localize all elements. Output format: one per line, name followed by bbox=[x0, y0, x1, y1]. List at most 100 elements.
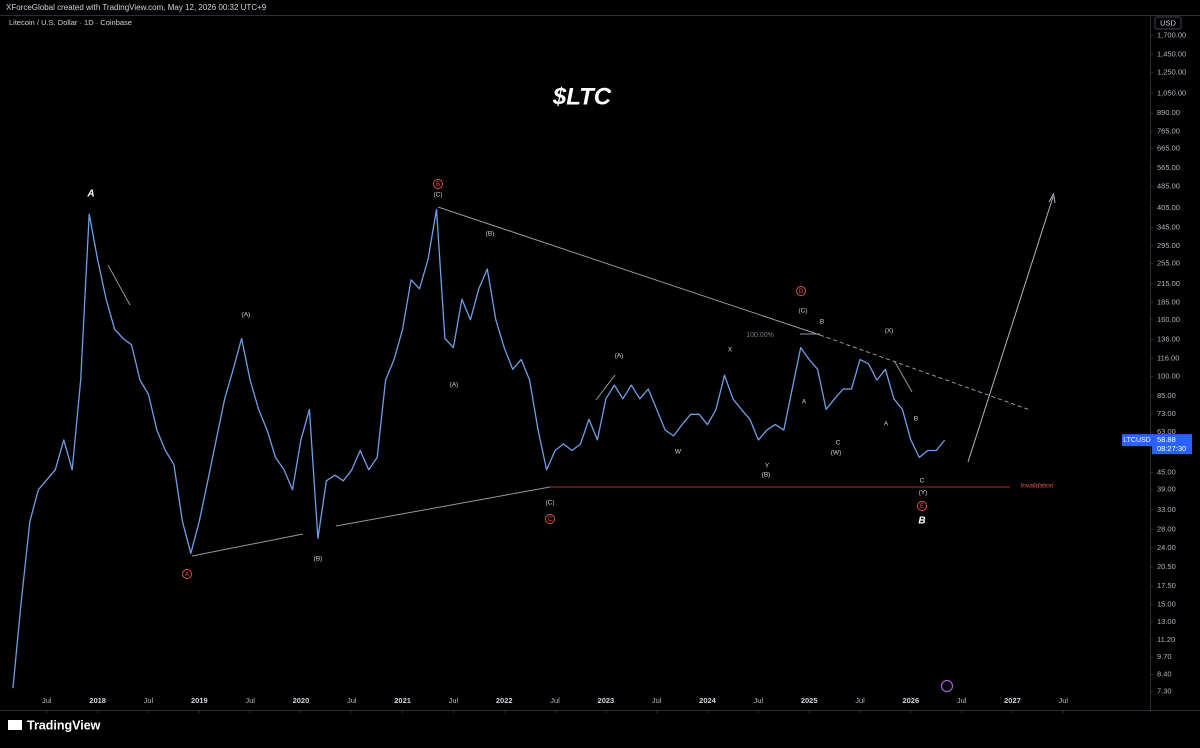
y-tick-label: 73.00 bbox=[1157, 409, 1176, 418]
wave-circle bbox=[182, 569, 192, 579]
y-tick-label: 1,700.00 bbox=[1157, 30, 1186, 39]
y-tick-label: 15.00 bbox=[1157, 600, 1176, 609]
wave-label: B bbox=[820, 319, 824, 326]
wave-label: Y bbox=[765, 463, 770, 470]
x-tick-label: Jul bbox=[652, 696, 662, 705]
x-tick-label: Jul bbox=[550, 696, 560, 705]
wave-label: (C) bbox=[433, 192, 442, 199]
y-tick-label: 100.00 bbox=[1157, 371, 1180, 380]
price-tag bbox=[1152, 434, 1192, 455]
wave-label: B bbox=[436, 182, 440, 188]
wave-label: (A) bbox=[450, 382, 459, 389]
symbol-tag-label: LTCUSD bbox=[1123, 437, 1150, 444]
countdown: 08:27:30 bbox=[1157, 444, 1186, 453]
wave-label: E bbox=[920, 504, 924, 510]
drawing-line bbox=[894, 361, 913, 393]
wave-label: D bbox=[799, 289, 804, 295]
x-tick-label: 2024 bbox=[699, 696, 717, 705]
wave-label: C bbox=[836, 440, 841, 447]
y-tick-label: 17.50 bbox=[1157, 581, 1176, 590]
chart-title: $LTC bbox=[552, 83, 612, 110]
wave-label: (B) bbox=[486, 231, 495, 238]
y-tick-label: 11.20 bbox=[1157, 635, 1175, 644]
alert-icon[interactable] bbox=[940, 679, 954, 693]
wave-label: C bbox=[548, 517, 553, 523]
wave-label: A bbox=[86, 189, 94, 200]
wave-label: W bbox=[675, 449, 682, 456]
wave-label: A bbox=[884, 421, 889, 428]
x-tick-label: 2020 bbox=[293, 696, 310, 705]
x-tick-label: Jul bbox=[855, 696, 865, 705]
y-tick-label: 24.00 bbox=[1157, 543, 1176, 552]
y-tick-label: 765.00 bbox=[1157, 126, 1180, 135]
price-line bbox=[12, 208, 946, 689]
credit: XForceGlobal created with TradingView.co… bbox=[6, 3, 267, 12]
wave-label: (B) bbox=[314, 556, 323, 563]
logo-mark[interactable] bbox=[8, 720, 22, 730]
wave-label: (C) bbox=[798, 308, 807, 315]
x-tick-label: Jul bbox=[144, 696, 154, 705]
arrow-head bbox=[1048, 192, 1056, 204]
drawing-line bbox=[437, 206, 821, 336]
currency[interactable]: USD bbox=[1160, 18, 1176, 27]
fib-label: 100.00% bbox=[746, 332, 774, 339]
x-tick-label: 2027 bbox=[1004, 696, 1021, 705]
wave-circle bbox=[545, 514, 555, 524]
y-tick-label: 20.50 bbox=[1157, 562, 1176, 571]
y-tick-label: 13.00 bbox=[1157, 617, 1176, 626]
x-tick-label: 2019 bbox=[191, 696, 208, 705]
wave-label: A bbox=[802, 399, 807, 406]
drawing-line bbox=[107, 264, 131, 306]
y-tick-label: 85.00 bbox=[1157, 391, 1176, 400]
price-tag-label: 58.88 bbox=[1157, 435, 1176, 444]
y-tick-label: 1,450.00 bbox=[1157, 49, 1186, 58]
footer-brand[interactable]: TradingView bbox=[27, 718, 101, 732]
wave-label: (C) bbox=[545, 500, 554, 507]
wave-label: (X) bbox=[885, 328, 894, 335]
y-tick-label: 345.00 bbox=[1157, 222, 1180, 231]
wave-label: A bbox=[185, 572, 189, 578]
x-tick-label: Jul bbox=[347, 696, 357, 705]
x-tick-label: Jul bbox=[449, 696, 459, 705]
wave-label: (A) bbox=[615, 353, 624, 360]
y-tick-label: 1,050.00 bbox=[1157, 88, 1186, 97]
y-tick-label: 28.00 bbox=[1157, 525, 1176, 534]
x-tick-label: 2022 bbox=[496, 696, 513, 705]
invalidation-label: Invalidation bbox=[1021, 483, 1054, 490]
wave-label: (W) bbox=[831, 450, 841, 457]
x-tick-label: Jul bbox=[754, 696, 764, 705]
y-tick-label: 160.00 bbox=[1157, 315, 1180, 324]
y-tick-label: 185.00 bbox=[1157, 297, 1180, 306]
symbol-description: Litecoin / U.S. Dollar · 1D · Coinbase bbox=[9, 18, 132, 27]
wave-circle bbox=[433, 179, 443, 189]
wave-label: (B) bbox=[762, 472, 771, 479]
wave-label: B bbox=[914, 416, 918, 423]
x-tick-label: Jul bbox=[42, 696, 52, 705]
y-tick-label: 45.00 bbox=[1157, 467, 1176, 476]
y-tick-label: 116.00 bbox=[1157, 353, 1179, 362]
x-tick-label: 2026 bbox=[902, 696, 919, 705]
x-tick-label: 2018 bbox=[89, 696, 106, 705]
drawing-line bbox=[595, 374, 616, 401]
footer-logo[interactable]: TradingView bbox=[8, 718, 101, 732]
y-tick-label: 890.00 bbox=[1157, 108, 1180, 117]
y-tick-label: 665.00 bbox=[1157, 143, 1180, 152]
drawing-line bbox=[191, 533, 304, 557]
x-tick-label: Jul bbox=[245, 696, 255, 705]
y-tick-label: 63.00 bbox=[1157, 427, 1176, 436]
wave-label: (A) bbox=[242, 312, 251, 319]
drawing-line bbox=[819, 334, 1031, 411]
y-tick-label: 255.00 bbox=[1157, 259, 1180, 268]
y-tick-label: 485.00 bbox=[1157, 181, 1180, 190]
wave-label: X bbox=[728, 347, 733, 354]
wave-label: (Y) bbox=[919, 490, 928, 497]
y-tick-label: 39.00 bbox=[1157, 485, 1176, 494]
wave-label: C bbox=[920, 478, 925, 485]
currency-box[interactable] bbox=[1154, 16, 1182, 30]
x-tick-label: 2025 bbox=[801, 696, 818, 705]
y-tick-label: 33.00 bbox=[1157, 505, 1176, 514]
y-tick-label: 136.00 bbox=[1157, 334, 1180, 343]
